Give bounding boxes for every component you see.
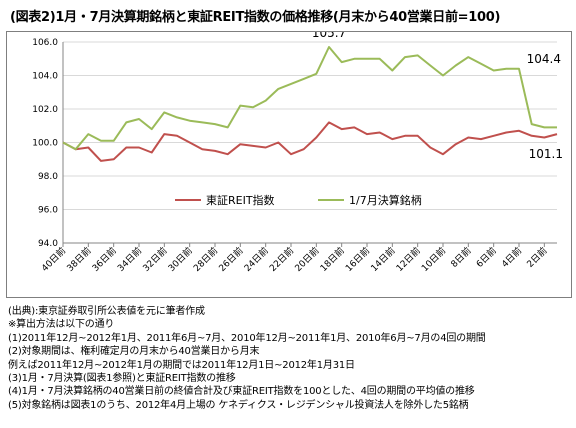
note-line: ※算出方法は以下の通り (8, 319, 115, 331)
note-line: (出典):東京証券取引所公表値を元に筆者作成 (8, 306, 205, 317)
note-line: (3)1月・7月決算(図表1参照)と東証REIT指数の推移 (8, 373, 236, 385)
x-tick-label: 12日前 (393, 245, 422, 274)
x-tick-label: 2日前 (524, 245, 549, 270)
x-tick-label: 30日前 (165, 245, 194, 274)
x-tick-label: 32日前 (140, 245, 169, 274)
x-tick-label: 24日前 (241, 245, 270, 274)
x-tick-label: 22日前 (267, 245, 296, 274)
x-tick-label: 36日前 (89, 245, 118, 274)
x-tick-label: 14日前 (368, 245, 397, 274)
x-tick-label: 40日前 (39, 245, 68, 274)
legend-label: 東証REIT指数 (206, 193, 275, 207)
x-tick-label: 26日前 (216, 245, 245, 274)
note-line: (2)対象期間は、権利確定月の月末から40営業日から月末 (8, 346, 260, 358)
legend-label: 1/7月決算銘柄 (349, 193, 422, 207)
x-tick-label: 16日前 (343, 245, 372, 274)
x-tick-label: 18日前 (317, 245, 346, 274)
x-tick-label: 10日前 (419, 245, 448, 274)
x-tick-label: 28日前 (191, 245, 220, 274)
x-tick-label: 4日前 (499, 245, 524, 270)
x-tick-label: 20日前 (292, 245, 321, 274)
note-line: (4)1月・7月決算銘柄の40営業日前の終値合計及び東証REIT指数を100とし… (8, 386, 475, 398)
series-line-1 (62, 121, 558, 162)
y-tick-label: 104.0 (32, 72, 58, 82)
line-chart: 94.0 96.0 98.0 100.0 102.0 104.0 106.0 40日前38日前… (32, 32, 563, 274)
note-line: (5)対象銘柄は図表1のうち、2012年4月上場の ケネディクス・レジデンシャル… (8, 399, 469, 411)
note-line: (1)2011年12月~2012年1月、2011年6月~7月、2010年12月~… (8, 332, 486, 344)
y-tick-label: 94.0 (38, 239, 58, 249)
chart-title: (図表2)1月・7月決算期銘柄と東証REIT指数の価格推移(月末から40営業日前… (10, 10, 501, 25)
data-label: 101.1 (529, 147, 563, 161)
y-tick-label: 98.0 (38, 172, 58, 182)
x-tick-label: 6日前 (474, 245, 499, 270)
y-tick-label: 96.0 (38, 206, 58, 216)
x-tick-label: 38日前 (64, 245, 93, 274)
series-line-2 (62, 46, 557, 151)
x-tick-label: 34日前 (115, 245, 144, 274)
data-label: 105.7 (312, 32, 346, 40)
y-tick-label: 100.0 (32, 139, 58, 149)
x-tick-label: 8日前 (448, 245, 473, 270)
note-line: 例えば2011年12月~2012年1月の期間では2011年12月1日~2012年… (8, 359, 355, 371)
notes-section: (出典):東京証券取引所公表値を元に筆者作成 ※算出方法は以下の通り (1)20… (8, 305, 572, 412)
chart-area: 94.0 96.0 98.0 100.0 102.0 104.0 106.0 40日前 38日前… (6, 31, 572, 298)
data-label: 104.4 (527, 52, 561, 66)
y-tick-label: 106.0 (32, 38, 58, 48)
y-tick-label: 102.0 (32, 105, 58, 115)
